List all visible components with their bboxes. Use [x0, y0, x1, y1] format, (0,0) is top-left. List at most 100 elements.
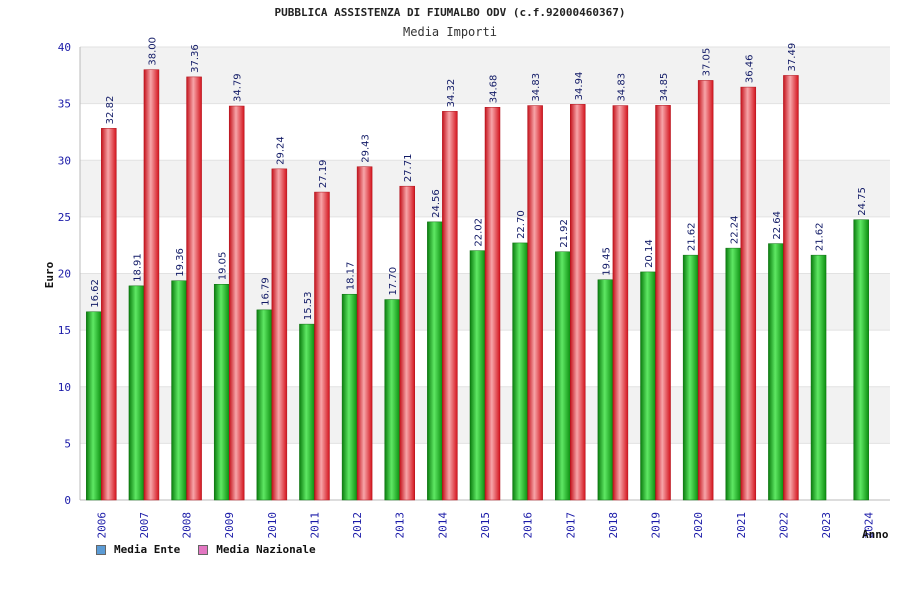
data-label: 18.17: [346, 262, 357, 291]
x-axis-label: Anno: [862, 528, 889, 541]
data-label: 20.14: [644, 239, 655, 268]
bar-media-nazionale-2016: [527, 105, 543, 501]
data-label: 19.36: [175, 248, 186, 277]
data-label: 37.36: [190, 44, 201, 73]
bar-media-ente-2021: [725, 247, 742, 501]
data-label: 29.24: [275, 136, 286, 165]
data-label: 16.62: [90, 279, 101, 308]
data-label: 34.83: [616, 73, 627, 102]
bar-media-ente-2023: [810, 254, 827, 501]
bar-media-nazionale-2006: [101, 128, 117, 501]
data-label: 17.70: [388, 267, 399, 296]
data-label: 34.94: [574, 72, 585, 101]
bar-media-ente-2014: [427, 221, 443, 501]
data-label: 18.91: [132, 253, 143, 282]
x-tick-label: 2010: [266, 512, 279, 539]
y-tick-label: 30: [58, 154, 71, 167]
data-label: 34.79: [233, 73, 244, 102]
bar-media-nazionale-2008: [186, 76, 202, 501]
data-label: 34.83: [531, 73, 542, 102]
x-tick-label: 2020: [692, 512, 705, 539]
bar-media-nazionale-2010: [271, 168, 288, 501]
data-label: 15.53: [303, 291, 314, 320]
x-tick-label: 2007: [138, 512, 151, 539]
legend-swatch: [96, 544, 106, 555]
data-label: 37.05: [702, 48, 713, 77]
legend-label: Media Ente: [114, 543, 181, 556]
bar-labels: 16.62 32.82 18.91 38.00 19.36 37.36 19.05 34.79…: [90, 37, 868, 320]
chart-subtitle: Media Importi: [403, 25, 497, 39]
data-label: 22.24: [729, 215, 740, 244]
bar-media-nazionale-2011: [314, 191, 330, 501]
x-tick-label: 2018: [607, 512, 620, 539]
x-tick-label: 2021: [735, 512, 748, 539]
data-label: 22.70: [516, 210, 527, 239]
x-tick-label: 2011: [308, 512, 321, 539]
data-label: 27.19: [318, 159, 329, 188]
bar-media-ente-2018: [597, 279, 614, 501]
bar-media-ente-2008: [171, 280, 187, 501]
data-label: 22.02: [474, 218, 485, 247]
bar-media-ente-2007: [128, 285, 145, 501]
x-tick-label: 2009: [223, 512, 236, 539]
data-label: 27.71: [403, 154, 414, 183]
bar-media-ente-2015: [469, 250, 486, 501]
data-label: 38.00: [147, 37, 158, 66]
legend-swatch: [198, 544, 209, 555]
data-label: 24.56: [431, 189, 442, 218]
legend-label: Media Nazionale: [216, 543, 316, 556]
data-label: 36.46: [744, 54, 755, 83]
bar-media-nazionale-2009: [228, 105, 245, 501]
data-label: 34.32: [446, 79, 457, 108]
y-tick-label: 25: [58, 211, 71, 224]
y-tick-label: 5: [64, 437, 71, 450]
legend-item-media-nazionale: Media Nazionale: [198, 543, 316, 556]
bar-media-ente-2013: [384, 299, 400, 501]
bar-media-ente-2016: [512, 242, 528, 501]
data-label: 16.79: [260, 277, 271, 306]
data-label: 21.62: [815, 223, 826, 252]
y-tick-label: 40: [58, 41, 71, 54]
bar-media-nazionale-2020: [697, 80, 714, 501]
bar-media-ente-2024: [853, 219, 869, 501]
legend: Media Ente Media Nazionale: [96, 543, 334, 556]
data-label: 24.75: [857, 187, 868, 216]
bar-media-nazionale-2017: [570, 104, 586, 501]
y-tick-label: 0: [64, 494, 71, 507]
data-label: 19.05: [218, 252, 229, 281]
bar-media-nazionale-2014: [442, 111, 458, 501]
data-label: 34.85: [659, 73, 670, 102]
data-label: 19.45: [601, 247, 612, 276]
bar-media-nazionale-2019: [655, 105, 671, 501]
tick-labels: 0 5 10 15 20 25 30 35 40 2006 2007 2008 2009 2010 2011…: [58, 41, 876, 539]
bar-media-nazionale-2013: [399, 185, 415, 501]
bar-media-ente-2017: [555, 251, 571, 501]
data-label: 37.49: [787, 43, 798, 72]
bar-media-ente-2006: [86, 311, 102, 501]
x-tick-label: 2022: [777, 512, 790, 539]
data-label: 29.43: [361, 134, 372, 163]
x-tick-label: 2012: [351, 512, 364, 539]
bar-media-ente-2011: [299, 323, 315, 501]
bar-media-nazionale-2021: [740, 86, 757, 501]
bar-media-ente-2010: [256, 309, 273, 501]
chart-title: PUBBLICA ASSISTENZA DI FIUMALBO ODV (c.f…: [274, 6, 626, 19]
x-tick-label: 2015: [479, 512, 492, 539]
x-tick-label: 2014: [436, 512, 449, 539]
data-label: 32.82: [105, 96, 116, 125]
bar-media-ente-2019: [640, 271, 656, 501]
bar-media-ente-2022: [768, 243, 784, 501]
data-label: 21.62: [687, 223, 698, 252]
data-label: 34.68: [489, 75, 500, 104]
legend-item-media-ente: Media Ente: [96, 543, 180, 556]
y-tick-label: 15: [58, 324, 71, 337]
x-tick-label: 2023: [820, 512, 833, 539]
x-tick-label: 2006: [95, 512, 108, 539]
y-tick-label: 20: [58, 268, 71, 281]
y-tick-label: 35: [58, 98, 71, 111]
bar-media-ente-2020: [682, 254, 699, 501]
x-tick-label: 2013: [394, 512, 407, 539]
y-axis-label: Euro: [43, 261, 56, 288]
bar-media-nazionale-2018: [612, 105, 629, 501]
